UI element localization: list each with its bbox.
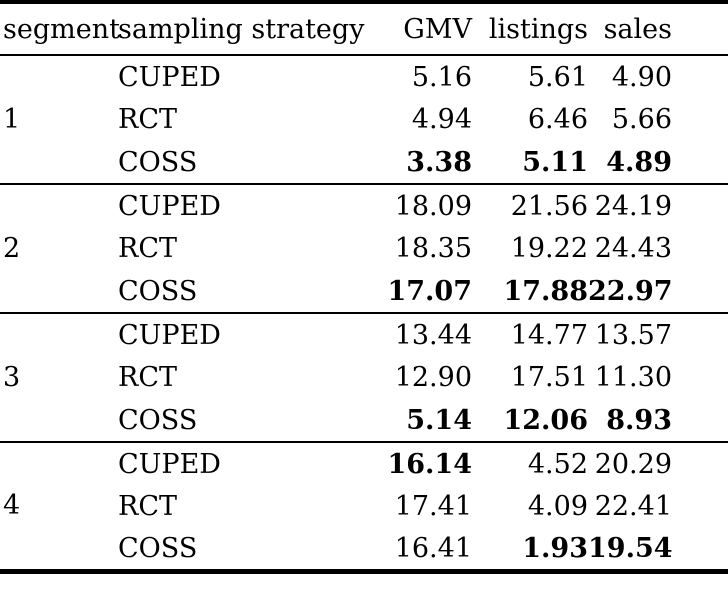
- sales-value-cell: 4.90: [611, 61, 672, 93]
- sales-value-cell: 5.66: [611, 104, 672, 135]
- strategy-cell: COSS: [118, 404, 198, 436]
- gmv-value-cell: 13.44: [394, 319, 472, 351]
- listings-value-cell: 17.51: [510, 362, 588, 393]
- gmv-value-cell: 12.90: [394, 362, 472, 393]
- strategy-cell: RCT: [118, 491, 177, 522]
- table-row: COSS 5.14 12.06 8.93: [0, 399, 728, 442]
- header-listings: listings: [488, 13, 588, 45]
- listings-value-cell: 5.61: [527, 61, 588, 93]
- listings-value-cell: 1.93: [522, 532, 588, 564]
- listings-value-cell: 12.06: [503, 404, 588, 436]
- table-row: RCT 18.35 19.22 24.43: [0, 227, 728, 270]
- strategy-cell: CUPED: [118, 448, 221, 480]
- listings-value-cell: 19.22: [510, 233, 588, 264]
- listings-value-cell: 17.88: [503, 275, 588, 307]
- table-row: 2 CUPED 18.09 21.56 24.19: [0, 184, 728, 265]
- table-header: segment sampling strategy GMV listings s…: [0, 2, 728, 55]
- header-sales: sales: [603, 13, 672, 45]
- sales-value-cell: 24.19: [594, 190, 672, 222]
- table-row: RCT 4.94 6.46 5.66: [0, 98, 728, 141]
- strategy-cell: CUPED: [118, 61, 221, 93]
- table-row: 1 CUPED 5.16 5.61 4.90: [0, 55, 728, 136]
- gmv-value-cell: 4.94: [411, 104, 472, 135]
- table-row: COSS 3.38 5.11 4.89: [0, 141, 728, 184]
- listings-value-cell: 14.77: [510, 319, 588, 351]
- segment-group: 3 CUPED 13.44 14.77 13.57 RCT 12.90 17.51 11.30 C…: [0, 313, 728, 442]
- segment-cell: 3: [3, 362, 21, 393]
- sales-value-cell: 11.30: [594, 362, 672, 393]
- gmv-value-cell: 18.35: [394, 233, 472, 264]
- table-row: RCT 12.90 17.51 11.30: [0, 356, 728, 399]
- segment-group: 4 CUPED 16.14 4.52 20.29 RCT 17.41 4.09 22.41 COS…: [0, 442, 728, 571]
- sales-value-cell: 24.43: [594, 233, 672, 264]
- gmv-value-cell: 17.41: [394, 491, 472, 522]
- sales-value-cell: 22.41: [594, 491, 672, 522]
- gmv-value-cell: 18.09: [394, 190, 472, 222]
- strategy-cell: CUPED: [118, 319, 221, 351]
- results-table: segment sampling strategy GMV listings s…: [0, 0, 728, 574]
- table-row: 4 CUPED 16.14 4.52 20.29: [0, 442, 728, 522]
- gmv-value-cell: 5.16: [411, 61, 472, 93]
- sales-value-cell: 8.93: [606, 404, 672, 436]
- listings-value-cell: 4.52: [527, 448, 588, 480]
- listings-value-cell: 5.11: [522, 146, 588, 178]
- listings-value-cell: 21.56: [510, 190, 588, 222]
- gmv-value-cell: 16.41: [394, 532, 472, 564]
- sales-value-cell: 13.57: [594, 319, 672, 351]
- gmv-value-cell: 5.14: [406, 404, 472, 436]
- segment-group: 1 CUPED 5.16 5.61 4.90 RCT 4.94 6.46 5.66 COSS 3.3…: [0, 55, 728, 184]
- table-row: COSS 17.07 17.88 22.97: [0, 270, 728, 313]
- listings-value-cell: 4.09: [527, 491, 588, 522]
- header-row: segment sampling strategy GMV listings s…: [0, 2, 728, 55]
- header-segment: segment: [3, 13, 120, 45]
- segment-cell: 1: [3, 104, 21, 135]
- sales-value-cell: 4.89: [606, 146, 672, 178]
- segment-cell: 2: [3, 233, 21, 264]
- header-sampling-strategy: sampling strategy: [118, 13, 365, 45]
- strategy-cell: COSS: [118, 146, 198, 178]
- listings-value-cell: 6.46: [527, 104, 588, 135]
- sales-value-cell: 22.97: [588, 275, 673, 307]
- segment-cell: 4: [3, 490, 21, 522]
- strategy-cell: RCT: [118, 233, 177, 264]
- header-gmv: GMV: [403, 13, 472, 45]
- table-row: COSS 16.41 1.93 19.54: [0, 528, 728, 571]
- table-row: RCT 17.41 4.09 22.41: [0, 485, 728, 528]
- gmv-value-cell: 17.07: [387, 275, 472, 307]
- strategy-cell: RCT: [118, 362, 177, 393]
- strategy-cell: CUPED: [118, 190, 221, 222]
- segment-group: 2 CUPED 18.09 21.56 24.19 RCT 18.35 19.22 24.43 C…: [0, 184, 728, 313]
- gmv-value-cell: 3.38: [406, 146, 472, 178]
- gmv-value-cell: 16.14: [387, 448, 472, 480]
- table-row: 3 CUPED 13.44 14.77 13.57: [0, 313, 728, 394]
- strategy-cell: COSS: [118, 275, 198, 307]
- sales-value-cell: 19.54: [588, 532, 673, 564]
- strategy-cell: COSS: [118, 532, 198, 564]
- strategy-cell: RCT: [118, 104, 177, 135]
- sales-value-cell: 20.29: [594, 448, 672, 480]
